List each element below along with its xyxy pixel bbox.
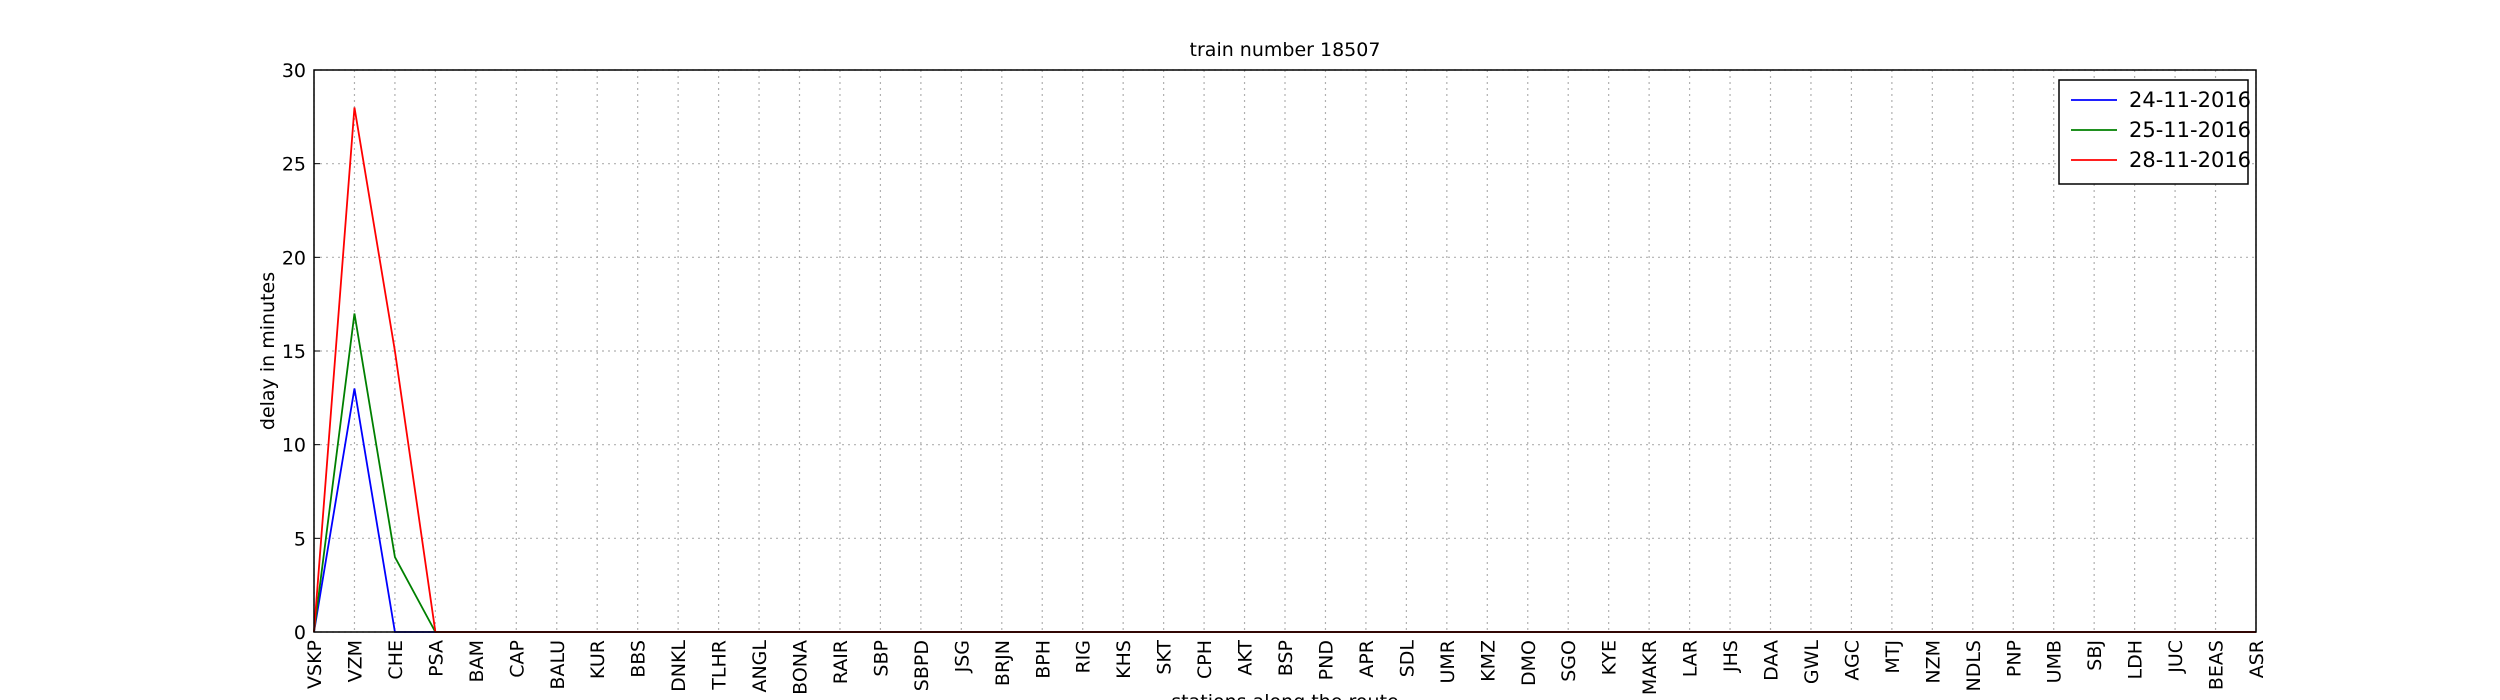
x-tick-label: BBS [628,640,650,678]
y-axis-label: delay in minutes [257,272,279,430]
x-tick-label: BRJN [992,640,1014,686]
x-tick-label: KMZ [1477,640,1499,682]
x-tick-label: JHS [1720,640,1742,673]
y-tick-label: 30 [282,60,306,82]
x-tick-label: MTJ [1882,640,1904,674]
x-tick-label: APR [1356,640,1378,678]
x-tick-label: BALU [547,640,569,690]
legend-label: 24-11-2016 [2129,88,2251,112]
x-tick-label: KYE [1599,640,1621,675]
x-tick-label: BSP [1275,640,1297,676]
plot-frame [313,69,2257,633]
x-tick-label: PNP [2003,640,2025,677]
y-tick-label: 15 [282,341,306,363]
legend-label: 25-11-2016 [2129,118,2251,142]
x-tick-label: CPH [1194,640,1216,679]
chart-title: train number 18507 [1190,39,1381,61]
x-tick-label: KHS [1113,640,1135,679]
x-tick-label: DMO [1518,640,1540,686]
y-tick-label: 10 [282,435,306,457]
x-tick-label: VZM [344,640,366,682]
data-line [313,107,2256,633]
x-tick-label: LDH [2125,640,2147,680]
x-tick-label: NZM [1922,640,1944,684]
x-tick-label: PND [1315,640,1337,680]
x-tick-label: SBP [870,640,892,677]
x-tick-label: AGC [1841,640,1863,681]
x-tick-label: SBPD [911,640,933,691]
x-tick-label: BONA [790,640,812,695]
x-tick-label: LAR [1680,640,1702,677]
x-tick-label: ASR [2246,640,2268,678]
x-tick-label: KUR [587,640,609,679]
x-tick-label: JSG [951,640,973,673]
x-tick-label: GWL [1801,640,1823,685]
x-tick-label: MAKR [1639,640,1661,695]
x-tick-label: BEAS [2206,640,2228,690]
x-tick-label: AKT [1235,640,1257,676]
legend-label: 28-11-2016 [2129,148,2251,172]
x-tick-label: CAP [506,640,528,678]
x-tick-label: TLHR [709,640,731,691]
y-tick-label: 25 [282,154,306,176]
x-tick-label: BPH [1032,640,1054,679]
x-tick-label: UMR [1437,640,1459,684]
x-axis-label: stations along the route [1171,691,1398,700]
legend-box [2058,79,2249,185]
x-tick-label: BAM [466,640,488,682]
y-tick-label: 20 [282,247,306,269]
x-tick-label: NDLS [1963,640,1985,692]
x-tick-label: VSKP [304,640,326,689]
x-tick-label: CHE [385,640,407,680]
x-tick-label: SBJ [2084,640,2106,671]
x-tick-label: SGO [1558,640,1580,682]
x-tick-label: DNKL [668,640,690,692]
x-tick-label: JUC [2165,640,2187,674]
y-tick-label: 5 [294,528,306,550]
x-tick-label: PSA [425,640,447,677]
x-tick-label: RAIR [830,640,852,684]
y-tick-label: 0 [294,622,306,644]
x-tick-label: DAA [1761,640,1783,681]
x-tick-label: UMB [2044,640,2066,683]
x-tick-label: ANGL [749,640,771,693]
x-tick-label: SKT [1154,640,1176,675]
x-tick-label: SDL [1396,640,1418,678]
x-tick-label: RIG [1073,640,1095,674]
